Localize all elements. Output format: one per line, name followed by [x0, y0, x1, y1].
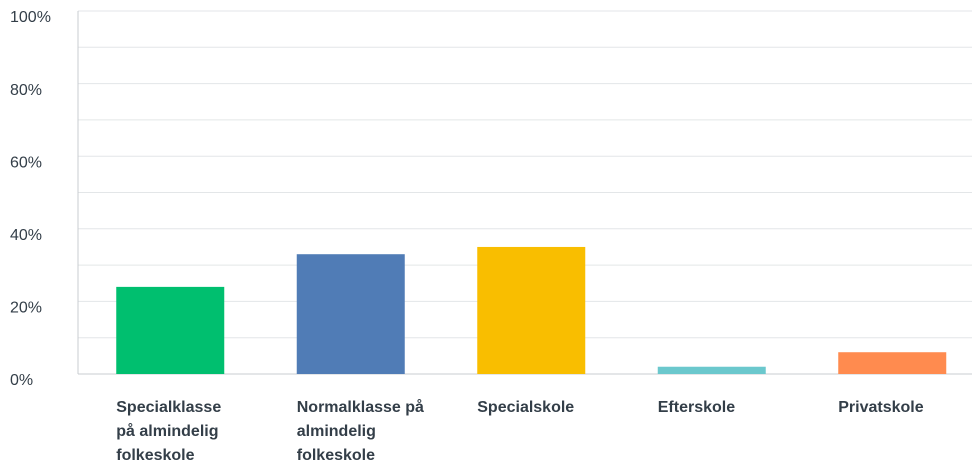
- y-tick-label: 60%: [10, 154, 42, 171]
- x-tick-label: Privatskole: [838, 399, 924, 416]
- bar: [296, 254, 405, 374]
- bar: [838, 352, 947, 374]
- x-tick-label: Specialklasse på almindelig folkeskole: [116, 399, 222, 464]
- x-tick-label: Efterskole: [657, 399, 736, 416]
- y-tick-label: 0%: [10, 372, 33, 389]
- bar: [116, 286, 225, 374]
- y-tick-label: 100%: [10, 9, 51, 26]
- x-tick-label: Normalklasse på almindelig folkeskole: [296, 399, 424, 464]
- x-tick-label: Specialskole: [477, 399, 575, 416]
- bar: [477, 246, 586, 374]
- bar: [657, 366, 766, 374]
- y-tick-label: 20%: [10, 300, 42, 317]
- y-tick-label: 80%: [10, 82, 42, 99]
- y-tick-label: 40%: [10, 227, 42, 244]
